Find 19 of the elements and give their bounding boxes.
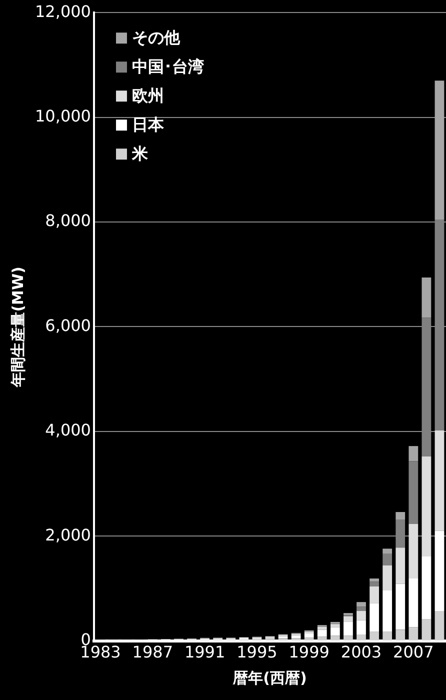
y-tick-label: 6,000 xyxy=(45,316,91,335)
x-tick-label: 1987 xyxy=(132,642,174,662)
legend-label: その他 xyxy=(132,28,181,47)
legend-label: 中国･台湾 xyxy=(132,56,204,76)
x-axis-title: 暦年(西暦) xyxy=(232,668,307,687)
x-tick-label: 1999 xyxy=(288,642,330,662)
x-tick-label: 2003 xyxy=(340,642,382,662)
x-tick-label: 1991 xyxy=(184,642,226,662)
y-tick-label: 2,000 xyxy=(45,525,91,544)
y-tick-label: 12,000 xyxy=(35,2,91,21)
y-axis-title: 年間生産量(MW) xyxy=(8,266,27,388)
y-tick-label: 8,000 xyxy=(45,211,91,230)
y-tick-label: 10,000 xyxy=(35,106,91,126)
legend-label: 米 xyxy=(130,144,149,163)
x-tick-label: 1995 xyxy=(236,642,278,662)
legend-label: 日本 xyxy=(132,114,165,134)
y-tick-label: 4,000 xyxy=(45,420,91,440)
legend-label: 欧州 xyxy=(132,86,164,105)
x-tick-label: 2007 xyxy=(393,642,434,662)
